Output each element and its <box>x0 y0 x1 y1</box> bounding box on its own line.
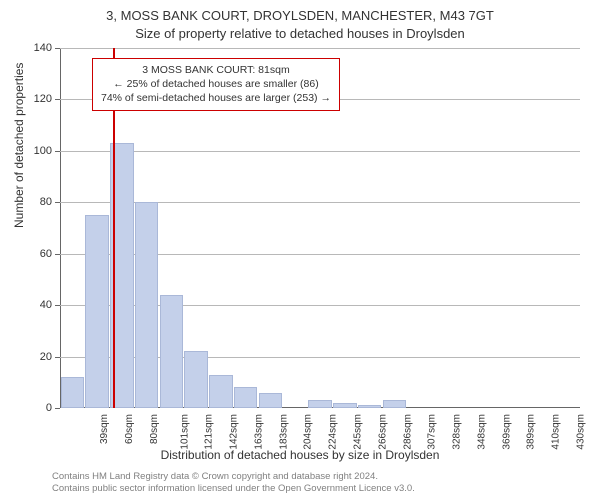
x-tick-label: 101sqm <box>179 414 190 450</box>
y-tick <box>55 151 60 152</box>
chart-subtitle: Size of property relative to detached ho… <box>0 26 600 41</box>
x-tick-label: 328sqm <box>452 414 463 450</box>
chart-title-address: 3, MOSS BANK COURT, DROYLSDEN, MANCHESTE… <box>0 8 600 23</box>
x-tick-label: 348sqm <box>476 414 487 450</box>
footer-licence: Contains public sector information licen… <box>52 483 415 494</box>
x-tick-label: 389sqm <box>526 414 537 450</box>
annotation-line3: 74% of semi-detached houses are larger (… <box>101 91 331 105</box>
gridline <box>60 151 580 152</box>
x-tick-label: 286sqm <box>402 414 413 450</box>
y-axis-line <box>60 48 61 408</box>
y-tick-label: 20 <box>22 351 52 363</box>
histogram-bar <box>135 202 159 408</box>
x-tick-label: 307sqm <box>427 414 438 450</box>
x-tick-label: 224sqm <box>328 414 339 450</box>
y-tick-label: 40 <box>22 299 52 311</box>
y-tick-label: 0 <box>22 402 52 414</box>
y-tick <box>55 99 60 100</box>
x-tick-label: 369sqm <box>501 414 512 450</box>
y-tick-label: 80 <box>22 196 52 208</box>
y-tick-label: 140 <box>22 42 52 54</box>
histogram-bar <box>333 403 357 408</box>
x-tick-label: 60sqm <box>124 414 135 444</box>
x-tick-label: 80sqm <box>149 414 160 444</box>
histogram-bar <box>61 377 85 408</box>
y-tick <box>55 408 60 409</box>
chart-container: 3, MOSS BANK COURT, DROYLSDEN, MANCHESTE… <box>0 0 600 500</box>
histogram-bar <box>308 400 332 408</box>
histogram-bar <box>184 351 208 408</box>
annotation-box: 3 MOSS BANK COURT: 81sqm ← 25% of detach… <box>92 58 340 111</box>
x-tick-label: 142sqm <box>229 414 240 450</box>
histogram-bar <box>383 400 407 408</box>
annotation-line2: ← 25% of detached houses are smaller (86… <box>101 77 331 91</box>
x-tick-label: 39sqm <box>99 414 110 444</box>
y-tick <box>55 254 60 255</box>
histogram-bar <box>160 295 184 408</box>
x-tick-label: 183sqm <box>278 414 289 450</box>
y-tick-label: 100 <box>22 145 52 157</box>
footer-copyright: Contains HM Land Registry data © Crown c… <box>52 471 378 482</box>
x-tick-label: 121sqm <box>204 414 215 450</box>
histogram-bar <box>259 393 283 408</box>
histogram-bar <box>85 215 109 408</box>
x-tick-label: 266sqm <box>377 414 388 450</box>
x-tick-label: 204sqm <box>303 414 314 450</box>
x-tick-label: 410sqm <box>551 414 562 450</box>
x-axis-title: Distribution of detached houses by size … <box>0 448 600 462</box>
histogram-bar <box>209 375 233 408</box>
y-tick-label: 60 <box>22 248 52 260</box>
gridline <box>60 48 580 49</box>
y-tick <box>55 202 60 203</box>
x-tick-label: 430sqm <box>575 414 586 450</box>
y-tick <box>55 48 60 49</box>
y-tick <box>55 357 60 358</box>
annotation-line1: 3 MOSS BANK COURT: 81sqm <box>101 63 331 77</box>
y-tick <box>55 305 60 306</box>
histogram-bar <box>358 405 382 408</box>
x-tick-label: 163sqm <box>254 414 265 450</box>
histogram-bar <box>234 387 258 408</box>
x-tick-label: 245sqm <box>353 414 364 450</box>
y-tick-label: 120 <box>22 93 52 105</box>
